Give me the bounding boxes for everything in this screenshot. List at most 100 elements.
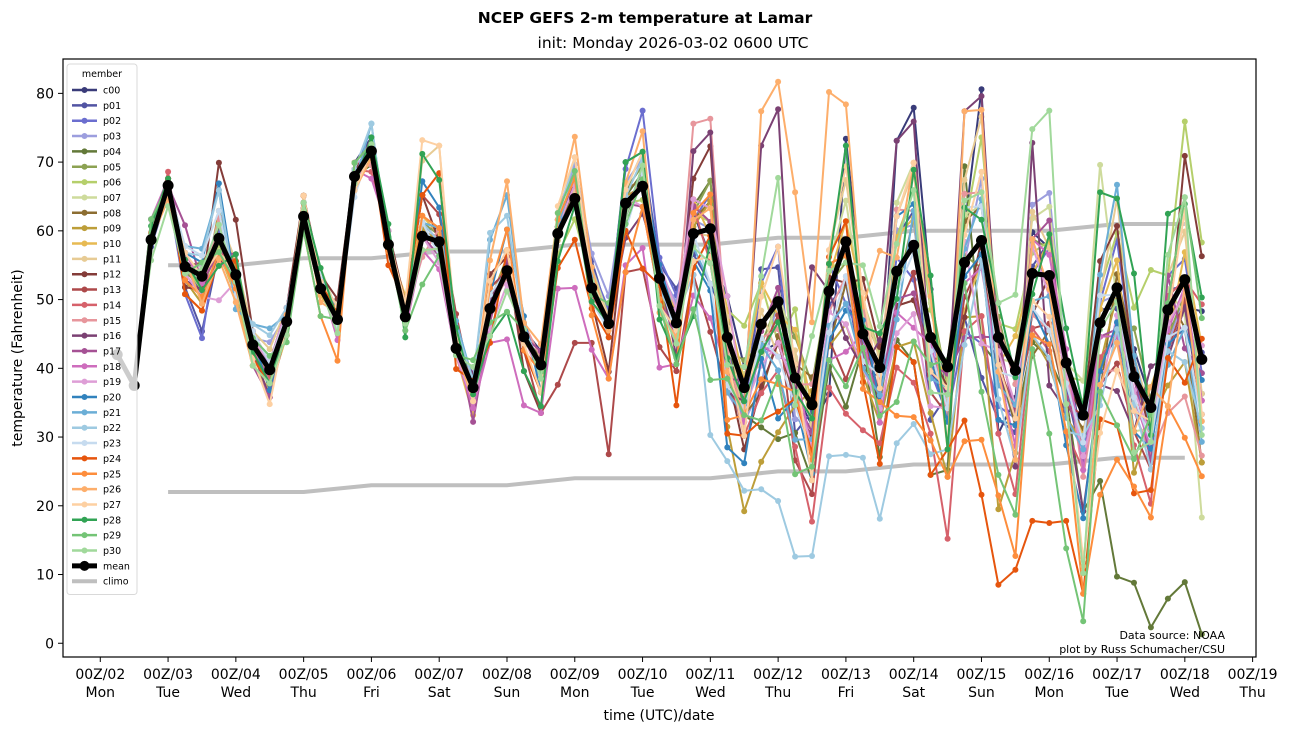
- mean-point: [687, 228, 699, 240]
- member-point-p12: [1181, 152, 1188, 159]
- member-point-p24: [571, 236, 578, 243]
- member-point-p02: [639, 107, 646, 114]
- member-point-p12: [1198, 253, 1205, 260]
- member-point-p14: [842, 410, 849, 417]
- legend-swatch-marker: [81, 486, 88, 493]
- x-tick-label: 00Z/18: [1160, 667, 1210, 683]
- member-point-p30: [944, 391, 951, 398]
- member-point-p04: [1147, 624, 1154, 631]
- member-point-p30: [504, 288, 510, 295]
- x-tick-day-label: Sat: [902, 685, 925, 701]
- x-tick-day-label: Tue: [630, 685, 655, 701]
- mean-point: [365, 145, 377, 157]
- member-point-p30: [656, 302, 663, 309]
- mean-point: [992, 331, 1004, 343]
- member-point-p28: [639, 148, 646, 155]
- member-point-p09: [1198, 459, 1205, 466]
- member-point-p09: [1164, 382, 1171, 389]
- legend-swatch-marker: [79, 560, 90, 571]
- member-point-p19: [927, 403, 934, 410]
- legend-swatch-marker: [81, 424, 88, 431]
- member-point-p09: [775, 429, 782, 436]
- legend-label: p30: [103, 546, 121, 557]
- y-tick-label: 0: [45, 636, 54, 652]
- mean-point: [196, 270, 208, 282]
- legend-label: p14: [103, 300, 121, 311]
- member-point-p18: [842, 348, 849, 355]
- member-point-p27: [419, 137, 426, 144]
- legend-label: p10: [103, 239, 121, 250]
- member-point-p23: [215, 207, 222, 214]
- x-tick-label: 00Z/02: [75, 667, 125, 683]
- legend-item-p02: p02: [72, 116, 121, 127]
- member-point-p26: [571, 133, 578, 140]
- x-tick-day-label: Wed: [1170, 685, 1201, 701]
- member-point-p25: [707, 191, 714, 198]
- member-point-p21: [792, 436, 799, 443]
- legend-swatch-marker: [81, 133, 88, 140]
- member-point-p28: [402, 334, 409, 341]
- legend-label: p07: [103, 193, 121, 204]
- mean-point: [925, 331, 937, 343]
- member-point-p17: [775, 284, 782, 291]
- member-point-p30: [1198, 432, 1205, 438]
- x-tick-day-label: Mon: [560, 685, 590, 701]
- mean-point: [586, 282, 598, 294]
- member-point-p29: [571, 168, 578, 174]
- member-point-p16: [842, 335, 849, 342]
- legend-item-p14: p14: [72, 300, 121, 311]
- member-point-p04: [1198, 631, 1205, 638]
- member-point-p28: [741, 398, 748, 405]
- member-point-c00: [910, 104, 917, 111]
- member-point-p22: [809, 553, 815, 559]
- member-point-p25: [436, 225, 443, 232]
- legend-swatch-marker: [81, 179, 88, 186]
- member-point-p30: [1131, 449, 1137, 456]
- legend-label: p13: [103, 285, 121, 296]
- legend-label: p06: [103, 178, 121, 189]
- member-point-p15: [690, 120, 697, 127]
- member-point-p25: [893, 412, 900, 419]
- member-point-p29: [504, 308, 510, 315]
- mean-point: [1009, 364, 1021, 376]
- member-point-p27: [775, 243, 782, 250]
- legend-label: c00: [103, 86, 120, 97]
- member-point-p07: [1097, 161, 1104, 168]
- legend-item-p01: p01: [72, 101, 121, 112]
- member-point-p28: [1131, 270, 1137, 277]
- credit-author: plot by Russ Schumacher/CSU: [1059, 643, 1225, 656]
- member-point-p30: [758, 273, 765, 280]
- member-point-c00: [978, 86, 985, 93]
- legend-swatch-marker: [81, 470, 88, 477]
- legend-item-p15: p15: [72, 316, 121, 327]
- member-point-p29: [1131, 456, 1137, 462]
- member-point-p17: [182, 222, 188, 229]
- x-tick-day-label: Thu: [764, 685, 791, 701]
- member-point-p13: [910, 269, 917, 276]
- member-point-p20: [741, 460, 748, 467]
- member-point-p18: [707, 315, 714, 322]
- member-point-p18: [368, 175, 375, 182]
- x-tick-label: 00Z/03: [143, 667, 193, 683]
- legend-item-p29: p29: [72, 531, 121, 542]
- member-point-p27: [809, 477, 815, 484]
- member-point-p06: [1147, 267, 1154, 273]
- member-point-p24: [910, 359, 917, 366]
- member-point-p29: [419, 281, 426, 288]
- y-tick-label: 70: [36, 155, 54, 171]
- member-point-p26: [707, 205, 714, 212]
- mean-point: [315, 283, 327, 295]
- member-point-p27: [1012, 415, 1019, 422]
- legend-label: p19: [103, 377, 121, 388]
- member-point-p29: [741, 412, 748, 419]
- legend-swatch-marker: [81, 301, 88, 308]
- member-point-p13: [571, 339, 578, 346]
- y-tick-label: 80: [36, 86, 54, 102]
- member-point-p27: [487, 278, 493, 284]
- member-point-p26: [487, 257, 493, 264]
- mean-point: [213, 232, 225, 244]
- member-point-p27: [622, 186, 629, 193]
- mean-point: [755, 318, 767, 330]
- member-point-p29: [402, 327, 409, 334]
- y-tick-label: 10: [36, 568, 54, 584]
